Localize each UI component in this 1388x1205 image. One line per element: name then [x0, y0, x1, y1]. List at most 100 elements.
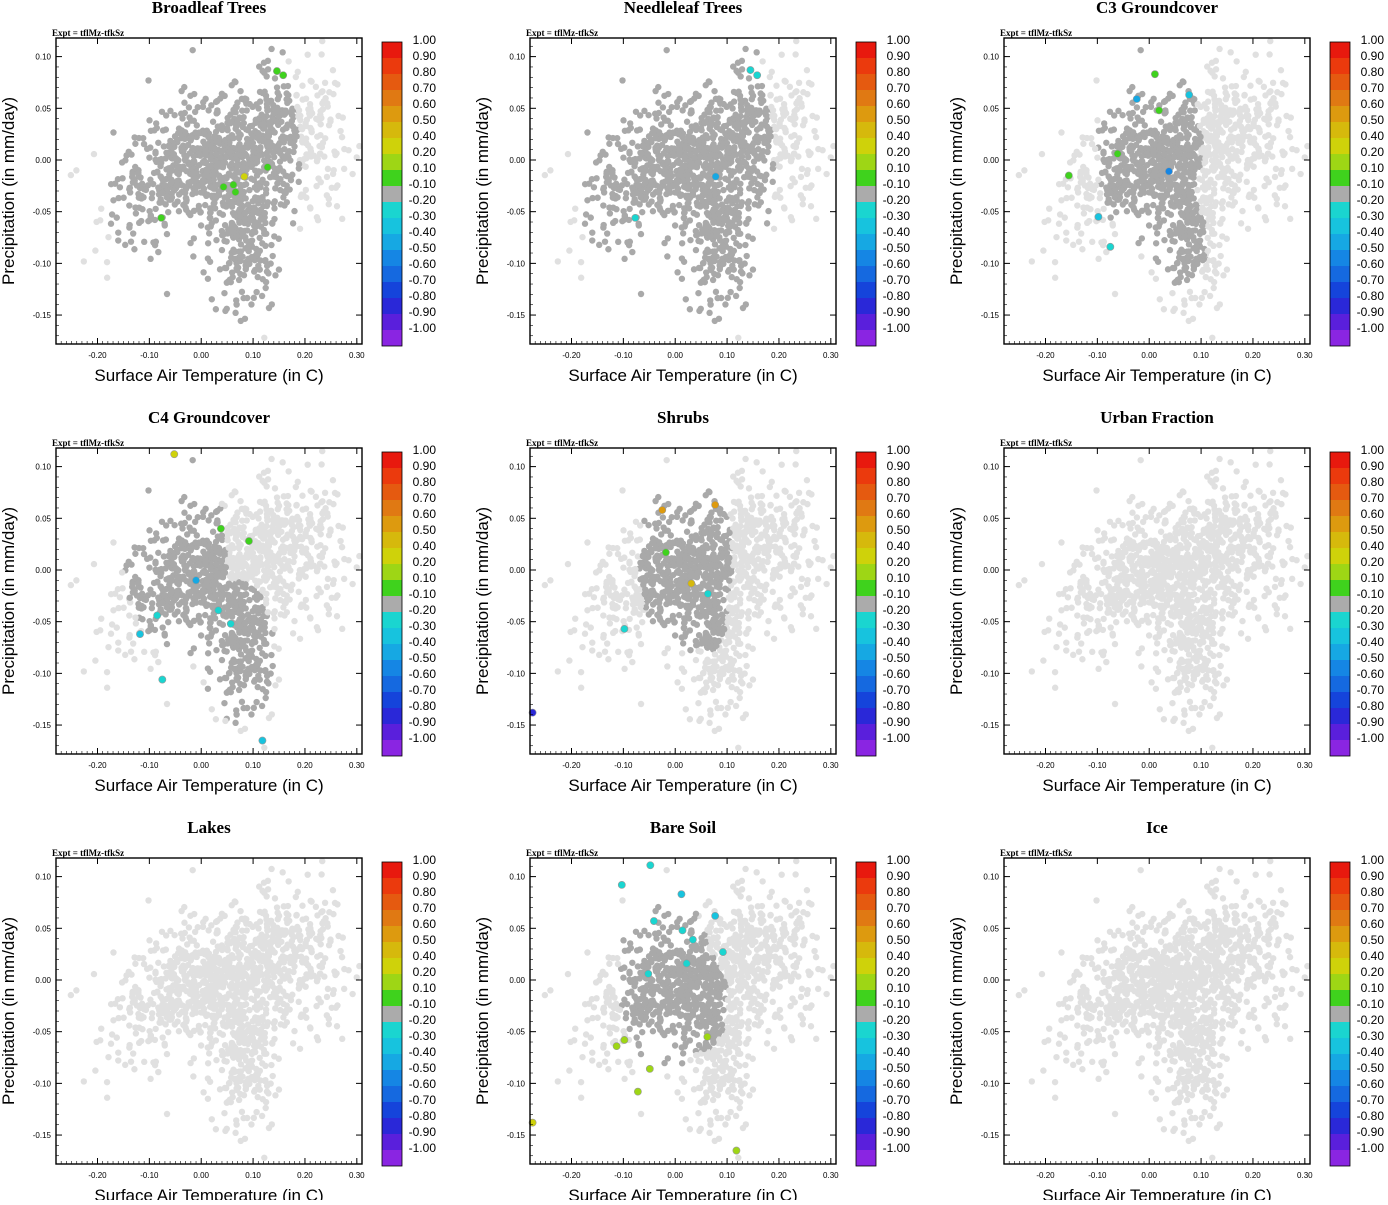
data-point: [332, 490, 338, 496]
data-point: [261, 60, 267, 66]
data-point: [1233, 58, 1239, 64]
highlight-point: [1095, 213, 1102, 220]
data-point: [153, 159, 159, 165]
data-point: [205, 164, 211, 170]
data-point: [1162, 107, 1168, 113]
data-point: [149, 195, 155, 201]
colorbar-swatch: [1330, 122, 1350, 138]
data-point: [1207, 293, 1213, 299]
data-point: [263, 279, 269, 285]
data-point: [736, 285, 742, 291]
data-point: [657, 195, 663, 201]
data-point: [1266, 51, 1272, 57]
data-point: [243, 195, 249, 201]
data-point: [1274, 196, 1280, 202]
data-point: [173, 155, 179, 161]
data-point: [706, 79, 712, 85]
data-point: [264, 141, 270, 147]
data-point: [693, 91, 699, 97]
data-point: [697, 265, 703, 271]
data-point: [746, 185, 752, 191]
data-point: [665, 208, 671, 214]
data-point: [589, 229, 595, 235]
data-point: [726, 167, 732, 173]
data-point: [1238, 149, 1244, 155]
highlight-point: [264, 164, 271, 171]
data-point: [1262, 214, 1268, 220]
data-point: [296, 589, 302, 595]
data-point: [782, 108, 788, 114]
data-point: [1145, 152, 1151, 158]
data-point: [134, 182, 140, 188]
colorbar-label: 0.10: [1361, 161, 1385, 175]
data-point: [155, 249, 161, 255]
data-point: [268, 456, 274, 462]
highlight-point: [220, 183, 227, 190]
data-point: [1187, 229, 1193, 235]
data-point: [265, 199, 271, 205]
data-point: [1161, 151, 1167, 157]
data-point: [1191, 181, 1197, 187]
data-point: [656, 110, 662, 116]
data-point: [804, 171, 810, 177]
data-point: [268, 652, 274, 658]
data-point: [1181, 297, 1187, 303]
data-point: [1065, 184, 1071, 190]
data-point: [325, 166, 331, 172]
data-point: [723, 237, 729, 243]
data-point: [603, 171, 609, 177]
data-point: [291, 208, 297, 214]
data-point: [213, 151, 219, 157]
x-axis-label: Surface Air Temperature (in C): [94, 366, 323, 385]
data-point: [1153, 164, 1159, 170]
data-point: [349, 171, 355, 177]
data-point: [180, 147, 186, 153]
data-point: [261, 335, 267, 341]
colorbar-label: -0.70: [1357, 273, 1385, 287]
data-point: [1242, 104, 1248, 110]
data-point: [1213, 148, 1219, 154]
data-point: [232, 310, 238, 316]
data-point: [227, 226, 233, 232]
data-point: [1124, 208, 1130, 214]
colorbar-swatch: [856, 170, 876, 186]
data-point: [1219, 106, 1225, 112]
data-point: [1099, 170, 1105, 176]
data-point: [1182, 152, 1188, 158]
data-point: [281, 83, 287, 89]
data-point: [811, 128, 817, 134]
data-point: [656, 204, 662, 210]
data-point: [800, 196, 806, 202]
data-point: [290, 220, 296, 226]
colorbar-swatch: [1330, 234, 1350, 250]
colorbar-swatch: [382, 42, 402, 58]
data-point: [1159, 200, 1165, 206]
colorbar-swatch: [856, 186, 876, 202]
data-point: [731, 216, 737, 222]
y-tick-label: -0.05: [33, 208, 52, 217]
data-point: [126, 202, 132, 208]
data-point: [221, 700, 227, 706]
data-point: [751, 158, 757, 164]
data-point: [1201, 289, 1207, 295]
data-point: [1179, 212, 1185, 218]
data-point: [680, 230, 686, 236]
data-point: [1097, 195, 1103, 201]
colorbar-label: 0.40: [1361, 129, 1385, 143]
data-point: [277, 586, 283, 592]
colorbar-swatch: [1330, 90, 1350, 106]
data-point: [1082, 182, 1088, 188]
data-point: [1191, 195, 1197, 201]
data-point: [1226, 201, 1232, 207]
data-point: [146, 618, 152, 624]
data-point: [1195, 216, 1201, 222]
data-point: [262, 210, 268, 216]
data-point: [1220, 75, 1226, 81]
data-point: [233, 297, 239, 303]
data-point: [620, 154, 626, 160]
colorbar-label: -1.00: [1357, 321, 1385, 335]
data-point: [1243, 113, 1249, 119]
data-point: [725, 295, 731, 301]
data-point: [665, 175, 671, 181]
